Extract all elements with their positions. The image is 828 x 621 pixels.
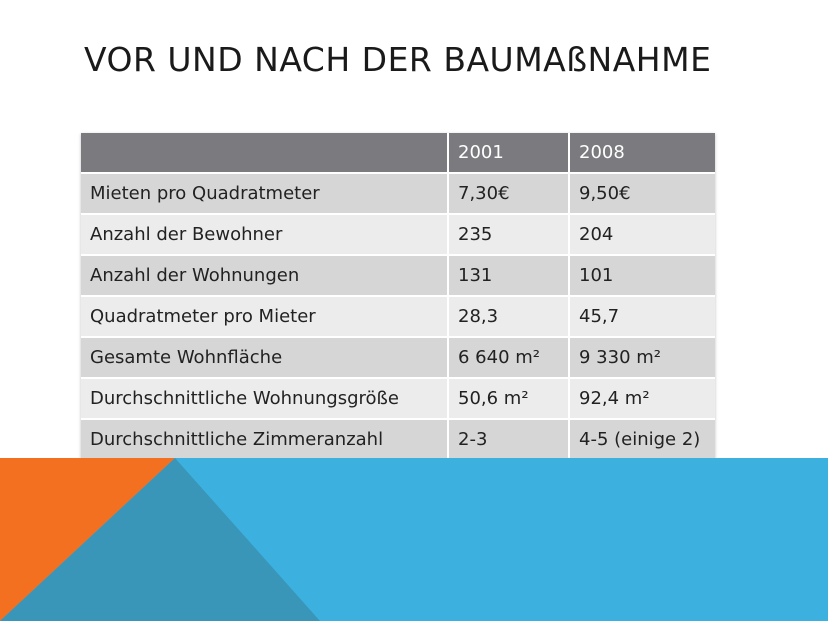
value-2001: 6 640 m² <box>448 337 570 379</box>
row-label: Quadratmeter pro Mieter <box>81 296 449 338</box>
table-row: Durchschnittliche Zimmeranzahl 2-3 4-5 (… <box>81 419 715 461</box>
comparison-table: 2001 2008 Mieten pro Quadratmeter 7,30€ … <box>81 133 715 461</box>
value-2008: 4-5 (einige 2) <box>569 419 715 461</box>
value-2001: 28,3 <box>448 296 570 338</box>
row-label: Durchschnittliche Zimmeranzahl <box>81 419 449 461</box>
value-2008: 92,4 m² <box>569 378 715 420</box>
value-2001: 7,30€ <box>448 173 570 215</box>
value-2008: 45,7 <box>569 296 715 338</box>
footer-teal-triangle <box>0 458 320 621</box>
row-label: Gesamte Wohnfläche <box>81 337 449 379</box>
table-header-row: 2001 2008 <box>81 133 715 174</box>
decorative-footer-shapes <box>0 458 828 621</box>
table-row: Mieten pro Quadratmeter 7,30€ 9,50€ <box>81 173 715 215</box>
table-row: Anzahl der Wohnungen 131 101 <box>81 255 715 297</box>
header-cell-label <box>81 133 449 174</box>
table-row: Anzahl der Bewohner 235 204 <box>81 214 715 256</box>
row-label: Durchschnittliche Wohnungsgröße <box>81 378 449 420</box>
value-2008: 9 330 m² <box>569 337 715 379</box>
value-2001: 2-3 <box>448 419 570 461</box>
value-2008: 204 <box>569 214 715 256</box>
value-2008: 101 <box>569 255 715 297</box>
row-label: Anzahl der Bewohner <box>81 214 449 256</box>
value-2001: 50,6 m² <box>448 378 570 420</box>
row-label: Anzahl der Wohnungen <box>81 255 449 297</box>
table-row: Quadratmeter pro Mieter 28,3 45,7 <box>81 296 715 338</box>
value-2001: 131 <box>448 255 570 297</box>
header-cell-2001: 2001 <box>448 133 570 174</box>
value-2001: 235 <box>448 214 570 256</box>
slide-title: VOR UND NACH DER BAUMAßNAHME <box>84 40 712 79</box>
header-cell-2008: 2008 <box>569 133 715 174</box>
value-2008: 9,50€ <box>569 173 715 215</box>
table-row: Gesamte Wohnfläche 6 640 m² 9 330 m² <box>81 337 715 379</box>
row-label: Mieten pro Quadratmeter <box>81 173 449 215</box>
table-row: Durchschnittliche Wohnungsgröße 50,6 m² … <box>81 378 715 420</box>
